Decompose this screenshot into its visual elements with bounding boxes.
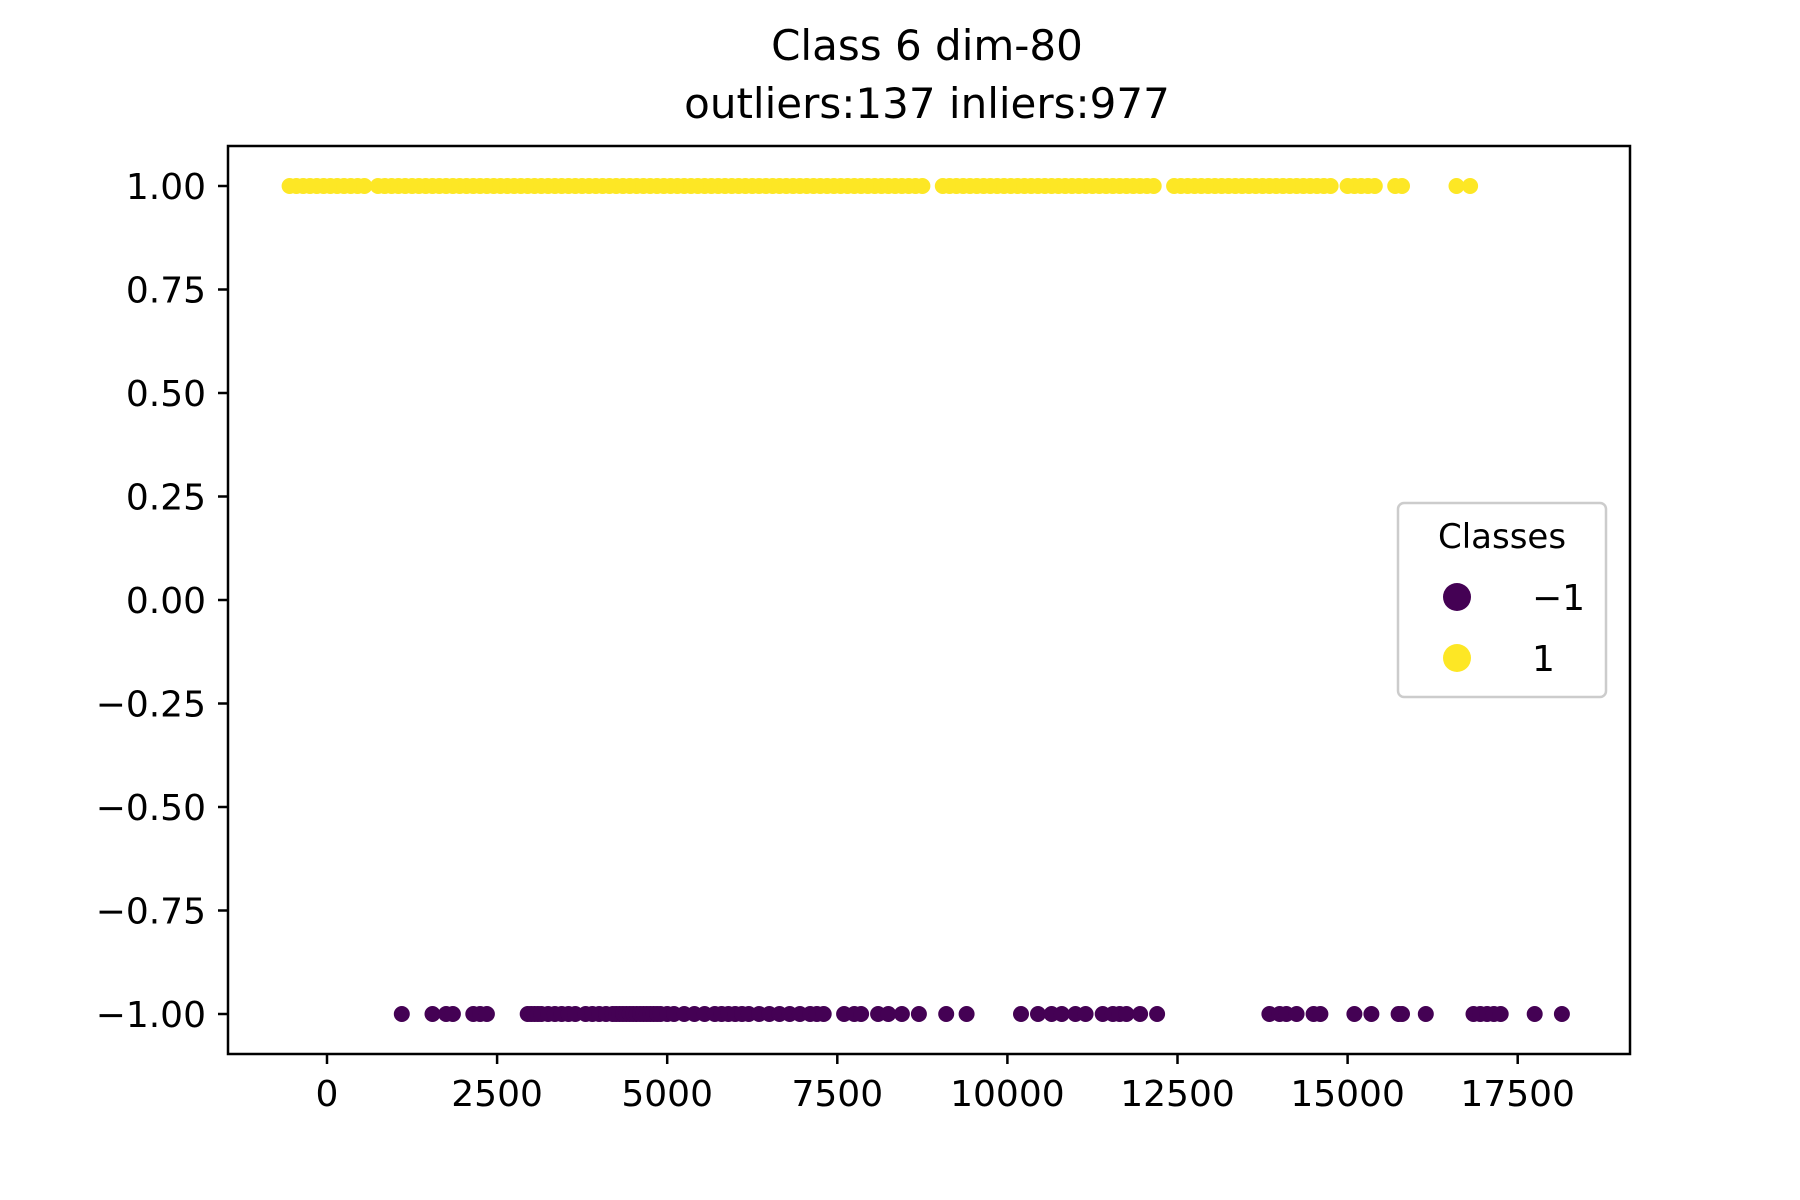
outlier-point-0 <box>393 1006 410 1022</box>
x-axis-ticks: 0 2500 5000 7500 10000 12500 15000 17500 <box>316 1054 1575 1115</box>
outlier-point-62 <box>938 1006 955 1022</box>
legend-title: Classes <box>1438 517 1566 557</box>
inlier-point-153 <box>1366 178 1383 194</box>
y-tick-label-5: −0.25 <box>96 685 206 726</box>
chart-title: Class 6 dim-80 <box>771 21 1083 70</box>
outlier-point-65 <box>1030 1006 1046 1022</box>
inlier-point-92 <box>914 178 931 194</box>
outlier-point-67 <box>1053 1006 1070 1022</box>
y-tick-label-4: 0.00 <box>126 581 206 622</box>
inlier-point-155 <box>1394 178 1410 194</box>
outlier-point-83 <box>1363 1006 1380 1022</box>
outlier-point-61 <box>910 1006 927 1022</box>
outlier-point-54 <box>815 1006 832 1022</box>
outlier-point-63 <box>958 1006 975 1022</box>
inlier-point-157 <box>1462 178 1479 194</box>
outlier-point-86 <box>1417 1006 1434 1022</box>
outlier-point-85 <box>1394 1006 1410 1022</box>
inlier-point-156 <box>1448 178 1465 194</box>
outlier-point-57 <box>853 1006 870 1022</box>
x-tick-label-6: 15000 <box>1290 1074 1405 1115</box>
outlier-point-69 <box>1077 1006 1094 1022</box>
outlier-point-6 <box>478 1006 495 1022</box>
inlier-point-124 <box>1145 178 1162 194</box>
inlier-point-148 <box>1322 178 1339 194</box>
chart-subtitle: outliers:137 inliers:977 <box>684 79 1170 128</box>
outlier-point-73 <box>1118 1006 1135 1022</box>
outlier-point-75 <box>1149 1006 1166 1022</box>
legend: Classes −1 1 <box>1396 501 1608 699</box>
outlier-point-82 <box>1346 1006 1363 1022</box>
y-tick-label-8: −1.00 <box>96 995 206 1036</box>
x-tick-label-2: 5000 <box>621 1074 713 1115</box>
outlier-point-81 <box>1312 1006 1329 1022</box>
outlier-point-74 <box>1132 1006 1149 1022</box>
legend-label-inlier: 1 <box>1532 639 1555 680</box>
x-tick-label-1: 2500 <box>451 1074 543 1115</box>
x-tick-label-0: 0 <box>316 1074 339 1115</box>
x-tick-label-4: 10000 <box>950 1074 1065 1115</box>
outlier-point-91 <box>1492 1006 1509 1022</box>
legend-marker-outlier <box>1443 583 1471 611</box>
y-axis-ticks: 1.00 0.75 0.50 0.25 0.00 −0.25 −0.50 −0.75 −1.00 <box>96 167 228 1036</box>
x-tick-label-5: 12500 <box>1120 1074 1235 1115</box>
outlier-point-3 <box>444 1006 461 1022</box>
outlier-point-64 <box>1013 1006 1029 1022</box>
outlier-point-93 <box>1553 1006 1570 1022</box>
x-tick-label-7: 17500 <box>1460 1074 1575 1115</box>
outlier-point-60 <box>893 1006 910 1022</box>
plot-frame <box>226 144 1632 1056</box>
legend-marker-inlier <box>1443 644 1471 672</box>
inlier-point-11 <box>356 178 373 194</box>
outlier-point-92 <box>1526 1006 1543 1022</box>
outlier-point-79 <box>1288 1006 1305 1022</box>
y-tick-label-6: −0.50 <box>96 788 206 829</box>
y-tick-label-1: 0.75 <box>126 271 206 312</box>
x-tick-label-3: 7500 <box>791 1074 883 1115</box>
y-tick-label-3: 0.25 <box>126 478 206 519</box>
y-tick-label-2: 0.50 <box>126 374 206 415</box>
outlier-point-59 <box>880 1006 897 1022</box>
y-tick-label-0: 1.00 <box>126 167 206 208</box>
legend-label-outlier: −1 <box>1532 578 1585 619</box>
data-points <box>281 178 1570 1022</box>
outlier-point-1 <box>424 1006 441 1022</box>
y-tick-label-7: −0.75 <box>96 892 206 933</box>
